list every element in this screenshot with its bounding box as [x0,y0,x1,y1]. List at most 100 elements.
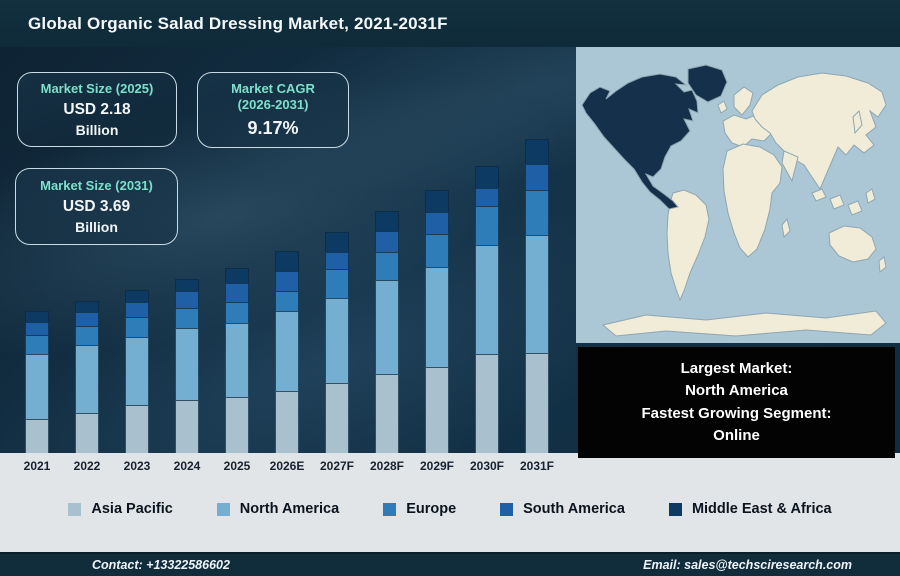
bar-segment-asia-pacific [375,374,399,453]
map-africa [722,143,783,258]
stat-label: Market CAGR [231,80,315,96]
stacked-bar-2029F [425,190,449,453]
bar-segment-europe [25,335,49,354]
stacked-bar-2024 [175,279,199,453]
bar-segment-middle-east-africa [425,190,449,212]
bar-segment-north-america [525,235,549,353]
bar-segment-europe [325,269,349,298]
bar-segment-south-america [125,302,149,317]
stat-unit: Billion [75,219,118,236]
chart-legend: Asia Pacific North America Europe South Ame… [0,501,900,517]
bar-segment-north-america [375,280,399,374]
page-title: Global Organic Salad Dressing Market, 20… [28,13,448,33]
callout-box: Largest Market: North America Fastest Gr… [578,347,895,458]
legend-swatch-icon [383,502,397,516]
bar-segment-south-america [375,231,399,252]
callout-fastest-segment-value: Online [713,427,760,444]
x-axis-label-2026E: 2026E [269,459,305,473]
x-axis-label-2031F: 2031F [519,459,555,473]
bar-segment-asia-pacific [475,354,499,453]
legend-label: Middle East & Africa [691,501,832,517]
bar-segment-north-america [425,267,449,367]
stat-label: (2026-2031) [237,97,309,112]
bar-column-2031F [512,47,562,453]
bar-segment-europe [375,252,399,280]
stat-box-market-size-2031: Market Size (2031) USD 3.69 Billion [15,168,178,245]
bar-segment-middle-east-africa [475,166,499,188]
legend-label: Europe [406,501,457,517]
bar-segment-south-america [425,212,449,234]
bar-segment-europe [175,308,199,328]
world-map-svg [576,47,900,343]
bar-segment-asia-pacific [325,383,349,453]
map-north-america [581,73,699,210]
stacked-bar-2021 [25,311,49,453]
bar-segment-middle-east-africa [275,251,299,271]
stacked-bar-2025 [225,268,249,453]
stacked-bar-2027F [325,232,349,453]
bar-segment-north-america [475,245,499,354]
bar-segment-asia-pacific [425,367,449,453]
x-axis-label-2021: 2021 [23,459,51,473]
bar-column-2025 [212,47,262,453]
bar-column-2030F [462,47,512,453]
bar-segment-europe [125,317,149,337]
stat-box-market-size-2025: Market Size (2025) USD 2.18 Billion [17,72,177,147]
bar-segment-europe [275,291,299,311]
stat-label: Market Size (2031) [40,177,153,193]
bar-segment-middle-east-africa [175,279,199,291]
bar-segment-asia-pacific [75,413,99,453]
x-axis-label-2030F: 2030F [469,459,505,473]
axis-and-legend-band [0,453,900,552]
legend-label: South America [523,501,625,517]
legend-item-europe: Europe [383,501,456,517]
legend-swatch-icon [500,502,514,516]
map-australia [828,225,877,263]
map-madagascar [781,217,791,239]
legend-item-middle-east-africa: Middle East & Africa [668,501,832,517]
bar-column-2023 [112,47,162,453]
bar-segment-asia-pacific [525,353,549,453]
bar-segment-south-america [325,252,349,269]
stacked-bar-2023 [125,290,149,453]
bar-segment-north-america [275,311,299,391]
bar-segment-middle-east-africa [325,232,349,252]
map-india [781,150,799,183]
map-region-north-america-highlight [581,64,728,210]
map-japan [852,109,863,135]
x-axis-label-2029F: 2029F [419,459,455,473]
x-axis-labels: 2021 2022 2023 2024 2025 2026E 2027F 2028F 2029F… [12,459,562,473]
x-axis-label-2024: 2024 [173,459,201,473]
footer-contact: Contact: +13322586602 [92,558,230,572]
callout-largest-market-value: North America [685,382,788,399]
legend-label: Asia Pacific [91,501,173,517]
stacked-bar-2026E [275,251,299,453]
stacked-bar-2031F [525,139,549,453]
world-map [576,47,900,343]
bar-segment-asia-pacific [25,419,49,453]
bar-column-2022 [62,47,112,453]
stacked-bar-2028F [375,211,399,453]
legend-label: North America [239,501,340,517]
bar-segment-north-america [75,345,99,413]
bar-segment-middle-east-africa [375,211,399,231]
bar-segment-south-america [175,291,199,308]
bar-segment-south-america [525,164,549,190]
bar-column-2024 [162,47,212,453]
legend-swatch-icon [668,502,682,516]
bar-segment-europe [475,206,499,245]
header-bar: Global Organic Salad Dressing Market, 20… [0,0,900,47]
bar-segment-north-america [225,323,249,397]
map-south-america [666,189,710,302]
bar-segment-middle-east-africa [225,268,249,283]
bar-segment-europe [225,302,249,323]
stat-box-market-cagr: Market CAGR (2026-2031) 9.17% [197,72,349,148]
stat-value: 9.17% [247,118,299,139]
map-greenland [687,64,728,103]
x-axis-label-2028F: 2028F [369,459,405,473]
stacked-bar-2030F [475,166,499,453]
legend-swatch-icon [216,502,230,516]
x-axis-label-2027F: 2027F [319,459,355,473]
bar-segment-north-america [125,337,149,405]
stat-unit: Billion [75,122,119,139]
